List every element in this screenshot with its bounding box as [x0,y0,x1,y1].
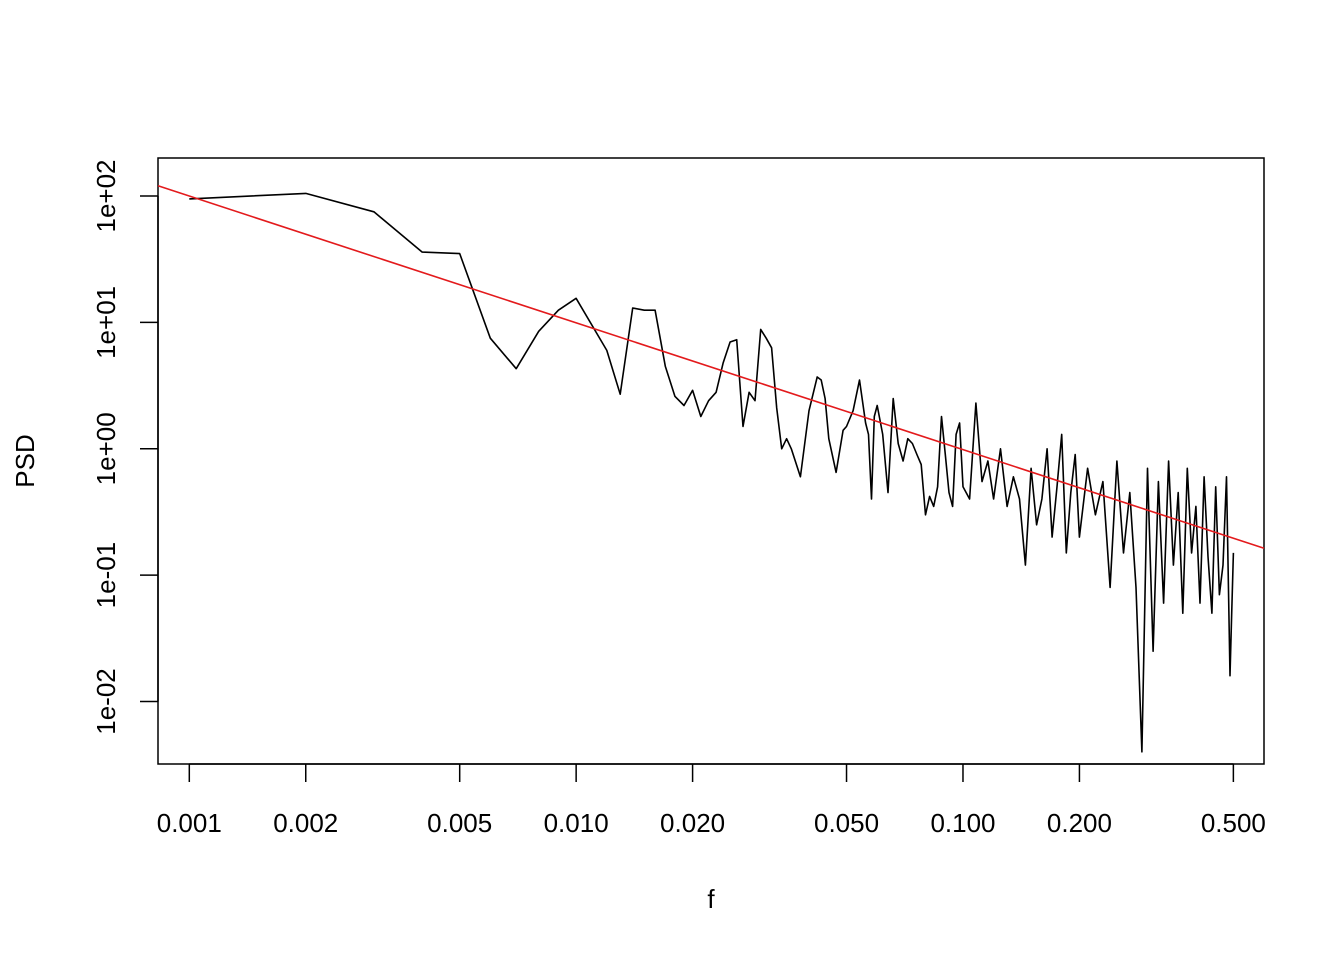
y-tick-label: 1e+01 [91,286,121,359]
x-tick-label: 0.001 [157,808,222,838]
x-tick-label: 0.500 [1201,808,1266,838]
x-tick-label: 0.002 [273,808,338,838]
x-tick-label: 0.050 [814,808,879,838]
series-layer [157,185,1265,753]
x-tick-label: 0.100 [930,808,995,838]
y-tick-label: 1e-02 [91,668,121,735]
y-tick-label: 1e-01 [91,542,121,609]
x-axis-label: f [707,884,715,914]
y-tick-label: 1e+02 [91,159,121,232]
x-tick-label: 0.010 [544,808,609,838]
y-tick-label: 1e+00 [91,412,121,485]
psd-series-line [189,192,1235,753]
y-axis: 1e-02 1e-01 1e+00 1e+01 1e+02 [91,159,159,735]
x-tick-label: 0.005 [427,808,492,838]
fitted-trend-line [157,185,1265,550]
x-tick-label: 0.020 [660,808,725,838]
x-tick-label: 0.200 [1047,808,1112,838]
x-axis: 0.001 0.002 0.005 0.010 0.020 0.050 0.100 0.200… [157,763,1266,838]
plot-frame [157,157,1265,765]
y-axis-label: PSD [10,434,40,487]
